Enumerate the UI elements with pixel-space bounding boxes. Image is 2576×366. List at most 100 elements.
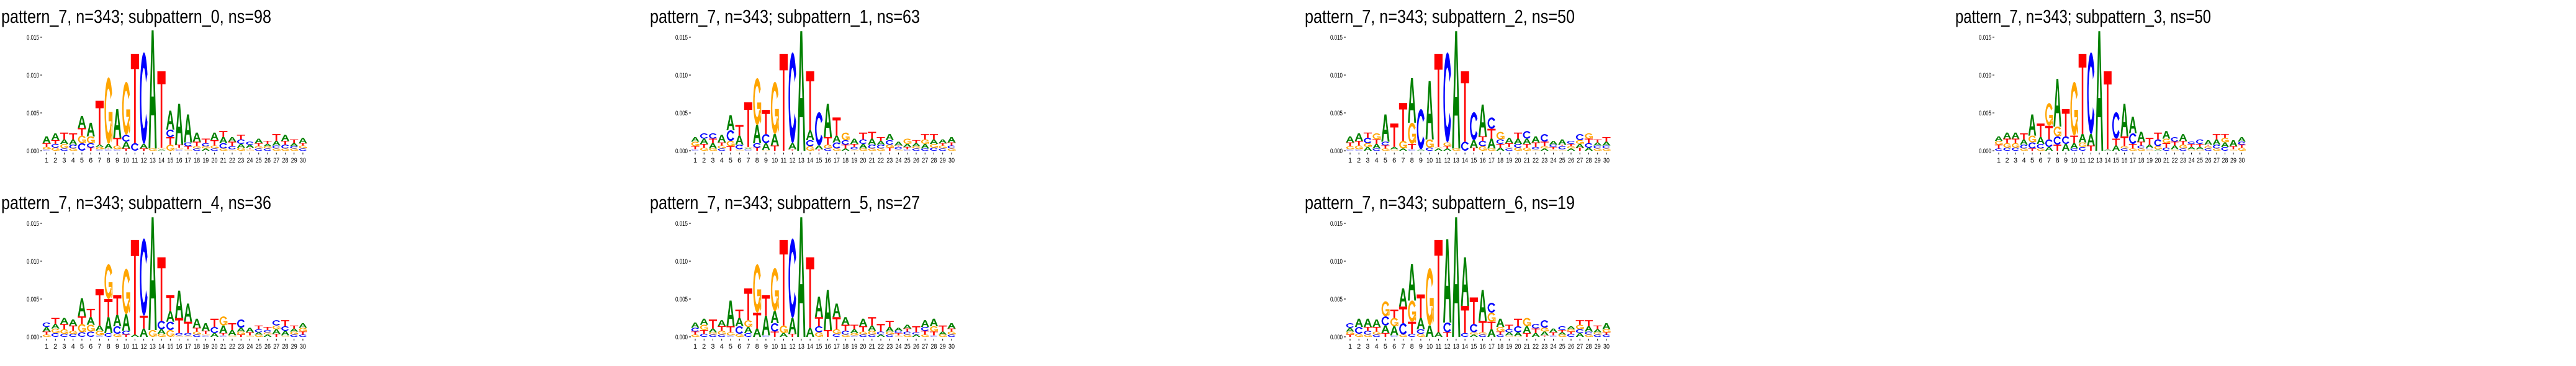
letter-g: [219, 148, 228, 151]
letter-g: [841, 132, 850, 140]
letter-t: [1505, 143, 1513, 147]
letter-c: [762, 335, 770, 337]
letter-a: [1584, 326, 1593, 332]
y-tick-label: 0.015: [1330, 34, 1343, 42]
letter-a: [806, 328, 814, 337]
letter-c: [1381, 316, 1389, 326]
letter-t: [700, 144, 708, 148]
letter-g: [700, 148, 708, 151]
letter-g: [1425, 267, 1434, 326]
letter-c: [815, 326, 823, 333]
letter-a: [95, 145, 104, 147]
letter-t: [1584, 138, 1593, 143]
letter-c: [299, 148, 307, 151]
logo-stack: [157, 257, 166, 337]
letter-t: [2045, 125, 2053, 140]
x-tick-label: 24: [247, 157, 253, 164]
x-tick-label: 17: [834, 343, 840, 350]
letter-a: [157, 329, 166, 334]
letter-t: [718, 142, 726, 146]
logo-stack: [1346, 323, 1354, 337]
letter-c: [175, 333, 183, 336]
letter-g: [832, 148, 841, 151]
x-tick-label: 2: [53, 343, 57, 350]
letter-c: [254, 329, 263, 333]
logo-stack: [744, 102, 753, 151]
letter-g: [246, 335, 254, 337]
letter-g: [236, 148, 245, 151]
letter-a: [929, 318, 939, 326]
x-tick-label: 24: [1551, 157, 1557, 164]
letter-c: [1399, 323, 1407, 335]
letter-c: [175, 149, 183, 151]
x-tick-label: 2: [53, 157, 57, 164]
logo-panel-subpattern-0: pattern_7, n=343; subpattern_0, ns=98 0.0…: [0, 0, 649, 180]
letter-a: [1558, 139, 1567, 145]
x-tick-label: 27: [922, 343, 928, 350]
letter-g: [1567, 146, 1575, 149]
letter-c: [1425, 148, 1434, 151]
x-tick-label: 1: [45, 343, 48, 350]
letter-c: [2128, 133, 2137, 145]
logo-stack: [894, 328, 903, 337]
y-tick-label: 0.010: [1330, 72, 1343, 79]
y-tick-label: 0.005: [1330, 110, 1343, 117]
letter-a: [824, 104, 832, 138]
x-tick-label: 8: [755, 343, 759, 350]
letter-a: [1398, 288, 1408, 307]
letter-g: [903, 138, 912, 145]
logo-stack: [885, 321, 894, 337]
letter-t: [1531, 142, 1540, 147]
letter-g: [2179, 145, 2187, 149]
letter-c: [735, 326, 744, 334]
letter-c: [2037, 144, 2045, 149]
x-tick-label: 3: [711, 157, 714, 164]
letter-t: [263, 141, 272, 145]
letter-g: [806, 146, 814, 151]
letter-c: [806, 140, 814, 146]
letter-a: [700, 138, 708, 145]
x-tick-label: 17: [2130, 157, 2136, 164]
x-tick-label: 9: [115, 157, 119, 164]
letter-a: [201, 148, 210, 151]
letter-c: [2204, 148, 2212, 151]
letter-t: [1461, 305, 1469, 333]
letter-a: [219, 325, 228, 333]
logo-stack: [824, 104, 832, 151]
letter-t: [51, 140, 60, 145]
letter-a: [850, 329, 858, 333]
letter-a: [2171, 145, 2179, 150]
letter-a: [1487, 138, 1496, 149]
letter-c: [1408, 334, 1416, 337]
x-tick-label: 21: [869, 157, 875, 164]
logo-stack: [1363, 318, 1372, 337]
letter-a: [184, 114, 192, 143]
letter-a: [1346, 136, 1354, 143]
x-tick-label: 13: [798, 157, 804, 164]
letter-c: [2087, 52, 2095, 135]
x-tick-label: 5: [1384, 343, 1387, 350]
letter-t: [2011, 138, 2020, 143]
letter-c: [69, 334, 77, 337]
letter-t: [122, 148, 130, 151]
y-tick-label: 0.000: [27, 334, 39, 341]
letter-c: [1461, 333, 1469, 337]
letter-a: [939, 331, 947, 335]
logo-stack: [2120, 104, 2128, 151]
letter-t: [192, 328, 201, 332]
letter-a: [1461, 257, 1469, 306]
letter-t: [2061, 109, 2070, 136]
letter-c: [726, 335, 734, 337]
logo-stack: [2087, 52, 2095, 151]
letter-a: [104, 144, 113, 149]
x-tick-label: 15: [167, 157, 173, 164]
panel-title: pattern_7, n=343; subpattern_4, ns=36: [1, 192, 271, 213]
letter-a: [753, 328, 762, 337]
x-tick-label: 15: [2113, 157, 2119, 164]
x-tick-label: 16: [176, 157, 182, 164]
letter-t: [42, 143, 51, 147]
letter-g: [104, 77, 113, 145]
logo-stack: [718, 135, 726, 151]
letter-g: [1381, 148, 1390, 151]
logo-stack: [122, 269, 130, 337]
